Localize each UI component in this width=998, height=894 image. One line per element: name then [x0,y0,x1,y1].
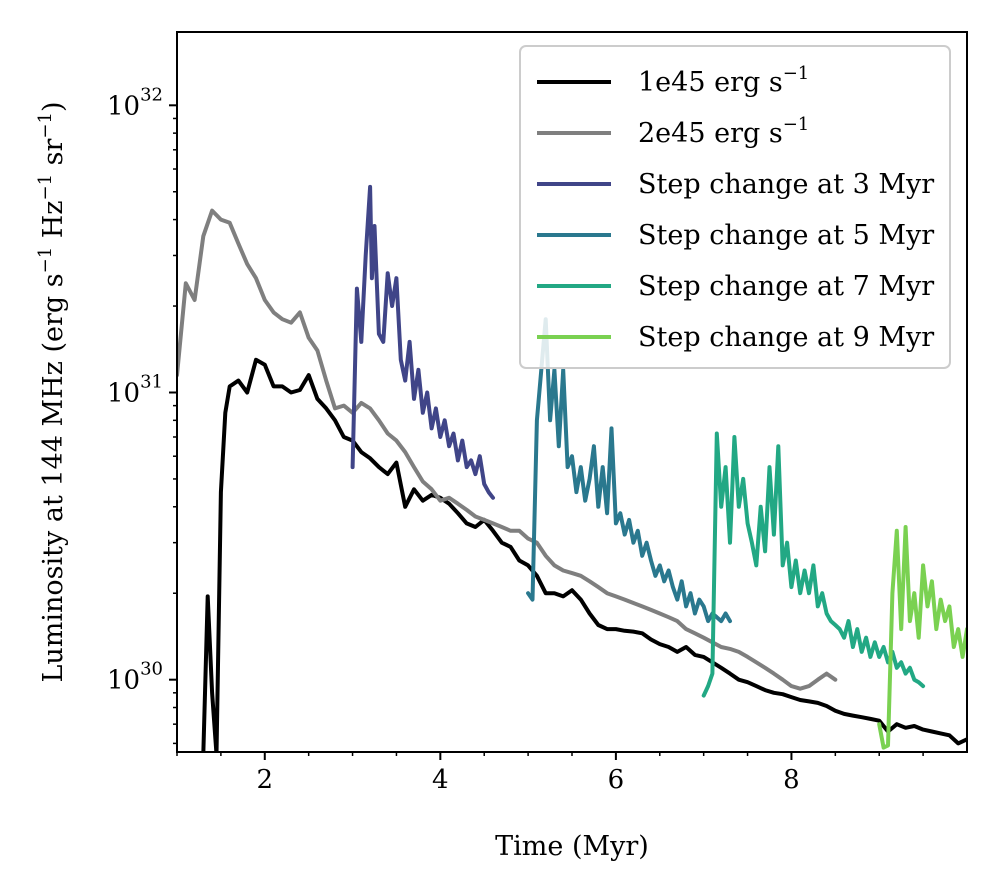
series-line-6 [877,525,967,750]
x-tick-label-3: 6 [608,765,625,795]
y-label-part-2: Hz [38,200,69,246]
x-axis-label: Time (Myr) [495,831,649,862]
y-axis-label: Luminosity at 144 MHz (erg s−1 Hz−1 sr−1… [35,101,69,682]
y-tick-label-1: 1030 [107,659,163,696]
y-axis: 1030 1031 1032 [107,84,177,745]
y-label-part-4: ) [38,101,69,112]
y-label-part-1: Luminosity at 144 MHz (erg s [38,273,69,682]
legend: 1e45 erg s−1 2e45 erg s−1 Step change at 3… [519,45,951,369]
x-tick-label-4: 8 [783,765,800,795]
series-line-3 [350,184,495,500]
legend-label-4: Step change at 5 Myr [638,220,934,251]
y-label-sup-3: −1 [35,112,56,139]
y-label-sup-2: −1 [35,174,56,201]
legend-label-1: 1e45 erg s−1 [638,63,809,98]
legend-label-3: Step change at 3 Myr [638,169,934,200]
legend-box [519,45,951,369]
legend-label-2: 2e45 erg s−1 [638,114,809,149]
x-tick-label-2: 4 [432,765,449,795]
y-tick-label-2: 1031 [107,371,163,408]
x-axis: 2 4 6 8 [176,752,924,795]
series-line-1 [201,357,967,752]
legend-label-5: Step change at 7 Myr [638,271,934,302]
x-tick-label-1: 2 [257,765,274,795]
legend-label-6: Step change at 9 Myr [638,322,934,353]
y-label-part-3: sr [38,138,69,173]
y-label-sup-1: −1 [35,247,56,274]
series-line-5 [701,431,926,698]
series-line-4 [526,317,732,624]
y-tick-label-3: 1032 [107,84,163,121]
series-layer [177,184,967,752]
series-line-2 [177,208,838,691]
